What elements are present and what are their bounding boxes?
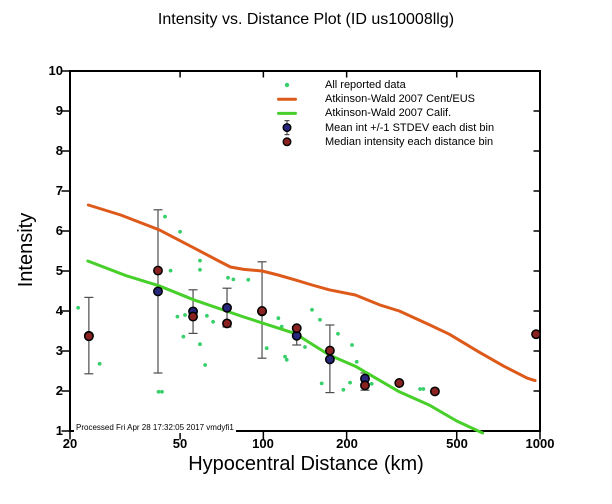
x-tick-label: 500 [446,436,468,451]
processed-note: Processed Fri Apr 28 17:32:05 2017 vmdyf… [74,422,236,433]
y-tick-label: 8 [55,143,63,158]
y-tick-label: 5 [55,263,63,278]
y-tick-label: 7 [55,183,63,198]
page-title: Intensity vs. Distance Plot (ID us10008l… [157,11,455,28]
y-tick-label: 3 [55,343,63,358]
y-tick-label: 1 [55,423,63,438]
y-tick-label: 2 [55,383,63,398]
y-tick-label: 10 [48,63,63,78]
y-tick-label: 6 [55,223,63,238]
legend-item-aw2007-ceus: Atkinson-Wald 2007 Cent/EUS [325,93,475,106]
y-axis-title: Intensity [15,212,37,288]
x-tick-label: 20 [62,436,78,451]
legend-item-all-reported: All reported data [325,79,406,91]
y-tick-label: 4 [55,303,63,318]
x-tick-label: 1000 [525,436,555,451]
y-tick-label: 9 [55,103,63,118]
legend-item-median-bin: Median intensity each distance bin [325,135,494,148]
x-tick-label: 50 [172,436,188,451]
legend-item-aw2007-calif: Atkinson-Wald 2007 Calif. [325,107,452,120]
x-tick-label: 200 [336,436,358,451]
x-tick-label: 100 [252,436,274,451]
legend: All reported data Atkinson-Wald 2007 Cen… [325,78,494,149]
legend-item-mean-stdev-bin: Mean int +/-1 STDEV each dist bin [325,121,495,134]
x-axis-title: Hypocentral Distance (km) [188,453,424,475]
